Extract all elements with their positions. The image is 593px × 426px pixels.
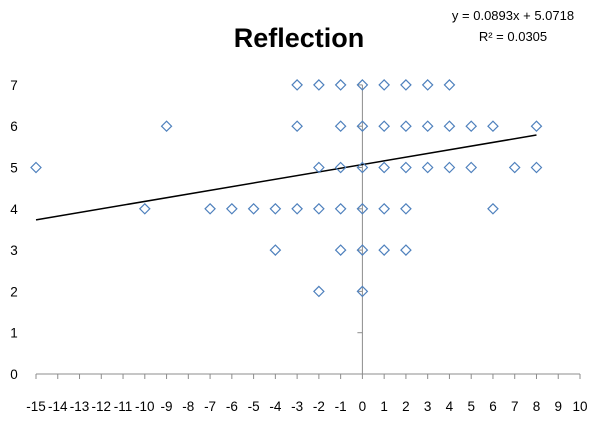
x-tick-label: 5 [467,399,475,414]
trendline-equation: y = 0.0893x + 5.0718 [452,8,574,23]
points-layer [30,79,543,298]
x-tick-label: 10 [572,399,587,414]
x-tick-label: -15 [26,399,46,414]
x-tick-label: 6 [489,399,497,414]
data-point [334,244,347,256]
x-tick-label: -10 [135,399,155,414]
data-point [269,244,282,256]
x-tick-label: 0 [359,399,367,414]
data-point [400,244,412,256]
data-point [313,285,325,298]
x-tick-label: -11 [114,399,133,414]
y-tick-label: 0 [10,367,18,382]
data-point [356,161,369,174]
x-tick-label: 2 [402,399,410,414]
x-tick-label: 1 [380,399,388,414]
data-point [269,202,282,215]
data-point [421,161,434,174]
y-tick-label: 7 [10,78,18,93]
data-point [530,161,543,174]
y-tick-label: 3 [10,243,18,258]
trendline-r-squared: R² = 0.0305 [479,29,547,44]
y-tick-label: 6 [10,119,18,134]
data-point [443,120,456,133]
y-tick-label: 4 [10,202,18,217]
data-point [225,202,238,215]
data-point [400,79,412,91]
data-point [421,79,434,91]
data-point [378,244,391,256]
data-point [400,161,412,174]
y-tick-label: 2 [10,284,18,299]
data-point [138,202,151,215]
data-point [487,120,499,133]
data-point [356,285,369,298]
x-tick-label: -6 [226,399,238,414]
data-point [465,161,478,174]
x-tick-label: -9 [161,399,173,414]
data-point [204,202,216,215]
data-point [465,120,478,133]
data-point [378,120,391,133]
x-tick-label: -5 [248,399,260,414]
x-tick-label: -12 [92,399,112,414]
data-point [508,161,521,174]
data-point [291,79,303,91]
data-point [487,202,499,215]
data-point [421,120,434,133]
data-point [443,79,456,91]
x-tick-label: 4 [446,399,454,414]
data-point [313,202,325,215]
data-point [378,79,391,91]
x-tick-label: 3 [424,399,432,414]
data-point [400,202,412,215]
data-point [378,161,391,174]
data-point [247,202,260,215]
data-point [291,202,303,215]
x-tick-label: -13 [70,399,90,414]
data-point [400,120,412,133]
data-point [313,161,325,174]
x-tick-label: -1 [335,399,347,414]
x-tick-label: -3 [291,399,303,414]
trendline [35,134,537,221]
x-tick-label: -4 [269,399,281,414]
chart-title: Reflection [234,23,365,53]
data-point [291,120,303,133]
data-point [334,120,347,133]
x-tick-label: 8 [533,399,541,414]
data-point [160,120,173,133]
trendline-layer [35,134,537,221]
x-tick-label: 7 [511,399,519,414]
data-point [530,120,543,133]
data-point [356,202,369,215]
y-tick-label: 1 [10,326,18,341]
data-point [30,161,42,174]
x-tick-label: -8 [182,399,194,414]
data-point [334,79,347,91]
x-tick-label: -14 [48,399,68,414]
x-tick-label: -7 [204,399,216,414]
data-point [356,244,369,256]
x-tick-label: -2 [313,399,325,414]
axes: -15 -14 -13 -12 -11 -10 -9 -8 -7 -6 -5 -4 -3 -2 -1 0 1 2 3… [10,78,587,414]
data-point [443,161,456,174]
data-point [356,120,369,133]
data-point [334,202,347,215]
data-point [334,161,347,174]
data-point [356,79,369,91]
data-point [313,79,325,91]
y-tick-label: 5 [10,161,18,176]
x-tick-label: 9 [554,399,562,414]
data-point [378,202,391,215]
